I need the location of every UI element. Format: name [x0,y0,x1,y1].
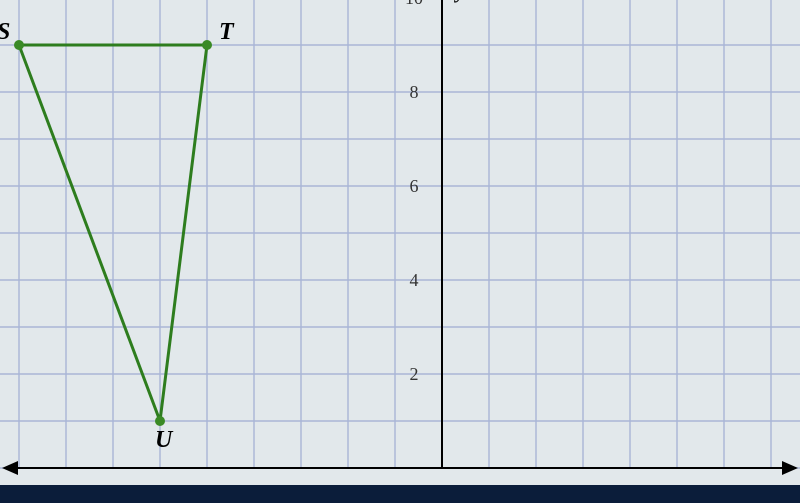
chart-background [0,0,800,503]
y-tick-label: 10 [405,0,423,8]
os-taskbar-edge [0,485,800,503]
vertex-label-t: T [219,19,235,45]
vertex-label-u: U [155,427,174,453]
vertex-point-t [202,40,212,50]
y-tick-label: 2 [410,364,419,384]
chart-svg: y 2 4 6 8 10 S T U [0,0,800,503]
y-tick-label: 4 [410,270,419,290]
y-tick-label: 8 [410,82,419,102]
vertex-label-s: S [0,19,10,45]
y-axis-label: y [454,0,465,3]
y-tick-label: 6 [410,176,419,196]
chart-stage: y 2 4 6 8 10 S T U [0,0,800,503]
vertex-point-s [14,40,24,50]
vertex-point-u [155,416,165,426]
